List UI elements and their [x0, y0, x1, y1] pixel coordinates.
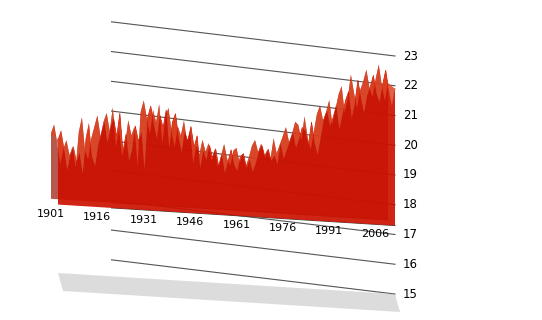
Text: 1946: 1946 [176, 218, 204, 228]
Text: 23: 23 [403, 50, 418, 62]
Text: 1916: 1916 [83, 212, 112, 222]
Text: 1976: 1976 [269, 223, 297, 233]
Text: 1991: 1991 [315, 226, 344, 236]
Text: 2006: 2006 [362, 229, 390, 239]
Text: 19: 19 [403, 169, 418, 181]
Text: 1901: 1901 [37, 209, 65, 219]
Text: 1961: 1961 [222, 220, 250, 230]
Text: 21: 21 [403, 109, 418, 122]
Text: 17: 17 [403, 228, 418, 241]
Text: 22: 22 [403, 79, 418, 92]
Text: 1931: 1931 [130, 215, 158, 225]
Text: 15: 15 [403, 287, 418, 300]
Text: 16: 16 [403, 258, 418, 271]
Text: 20: 20 [403, 139, 418, 152]
Text: 18: 18 [403, 198, 418, 211]
